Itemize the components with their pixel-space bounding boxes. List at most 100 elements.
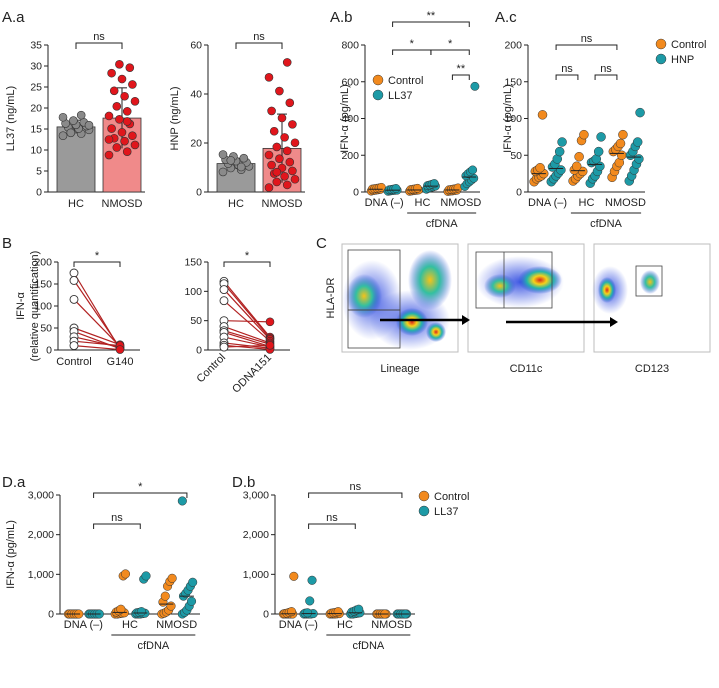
pair-line (223, 330, 271, 345)
pair-line (73, 298, 121, 347)
x-tick-label: HC (415, 197, 431, 209)
data-point-hnp (634, 154, 644, 164)
cfdna-label: cfDNA (352, 640, 384, 652)
x-tick-label: Control (56, 356, 91, 368)
data-point (112, 102, 122, 111)
data-point-control (412, 183, 422, 193)
y-tick-label: 150 (184, 257, 202, 269)
data-point (218, 150, 228, 159)
y-tick-label: 50 (190, 315, 202, 327)
data-point (275, 86, 284, 96)
data-point (115, 60, 124, 69)
y-axis-label: IFN-α (pg/mL) (339, 84, 351, 153)
data-point (107, 68, 116, 78)
arrow-head-icon (462, 315, 470, 325)
data-point (122, 107, 132, 116)
significance-bracket (235, 42, 283, 49)
significance-bracket (555, 44, 618, 50)
chart-ab-ifn-ll37: 0 200 400 600 800 IFN-α (pg/mL) DNA (–) HC NMOSD… (339, 10, 481, 230)
data-point-hnp (635, 107, 645, 118)
significance-bracket (451, 74, 470, 80)
data-point (290, 174, 300, 184)
legend-marker-ll37 (418, 505, 430, 517)
panel-label-a-a: A.a (2, 9, 25, 26)
data-point-control (69, 268, 79, 278)
significance-label: * (410, 38, 415, 50)
chart-ac-ifn-hnp: 0 50 100 150 200 IFN-α (pg/mL) DNA (–) HC NMOSD c… (502, 33, 706, 230)
data-point (66, 128, 76, 138)
x-tick-label: HC (337, 619, 353, 631)
data-point (282, 180, 292, 190)
data-point (285, 157, 295, 167)
data-point-control (69, 341, 79, 351)
density-blob (346, 274, 382, 318)
data-point (122, 117, 132, 126)
data-point (107, 124, 116, 133)
significance-label: ns (326, 512, 338, 524)
y-tick-label: 0 (196, 187, 202, 199)
significance-bracket (555, 74, 579, 80)
data-point-treated (265, 317, 275, 327)
significance-bracket (594, 74, 618, 80)
significance-bracket (75, 42, 123, 49)
pair-line (73, 345, 121, 351)
significance-label: * (245, 250, 250, 262)
y-axis-label: IFN-α (15, 291, 27, 319)
y-tick-label: 20 (30, 103, 42, 115)
panel-label-c: C (316, 235, 327, 252)
data-point (280, 133, 289, 142)
pair-line (223, 344, 271, 351)
data-point (269, 126, 279, 136)
data-point-ll37 (136, 607, 146, 617)
x-tick-label: DNA (–) (528, 197, 567, 209)
pair-line (223, 280, 271, 338)
y-tick-label: 15 (30, 124, 42, 136)
data-point (288, 120, 297, 129)
data-point-control (289, 571, 299, 581)
panel-label-b: B (2, 235, 12, 252)
y-tick-label: 2,000 (243, 529, 269, 541)
y-tick-label: 25 (30, 82, 42, 94)
x-tick-label: DNA (–) (64, 619, 103, 631)
density-blob (640, 270, 660, 294)
significance-bracket (93, 523, 141, 529)
y-tick-label: 0 (48, 609, 54, 621)
x-tick-label: NMOSD (102, 198, 143, 210)
x-tick-label: NMOSD (262, 198, 303, 210)
gate-box (635, 265, 663, 297)
x-tick-label: G140 (107, 356, 134, 368)
y-tick-label: 30 (30, 61, 42, 73)
pair-line (223, 344, 271, 348)
pair-line (223, 320, 271, 323)
arrow-head-icon (610, 317, 618, 327)
data-point-control (219, 296, 229, 306)
data-point-hnp (557, 137, 567, 147)
y-axis-label: IFN-α (pg/mL) (5, 520, 17, 589)
pair-line (73, 336, 121, 348)
significance-bracket (93, 492, 188, 498)
significance-bracket (308, 523, 356, 529)
x-tick-label: HC (579, 197, 595, 209)
data-point (239, 153, 249, 163)
significance-bracket (73, 261, 121, 267)
y-tick-label: 100 (184, 286, 202, 298)
data-point-control (615, 138, 626, 149)
data-point-control (574, 151, 584, 162)
data-point (272, 167, 282, 177)
legend-label-control: Control (388, 75, 423, 87)
significance-label: ns (561, 63, 573, 75)
y-tick-label: 100 (504, 113, 522, 125)
data-point (275, 154, 284, 163)
x-tick-label: NMOSD (605, 197, 646, 209)
y-tick-label: 1,000 (28, 569, 54, 581)
data-point (122, 147, 132, 156)
panel-label-a-b: A.b (330, 9, 353, 26)
y-tick-label: 10 (30, 145, 42, 157)
density-blob (518, 266, 562, 294)
pair-line (223, 289, 271, 340)
panel-label-d-b: D.b (232, 474, 255, 491)
chart-db-ifn: 0 1,000 2,000 3,000 DNA (–) HC NMOSD cfDNA ns ns C… (243, 481, 470, 652)
data-point (264, 73, 274, 82)
x-tick-label: HC (68, 198, 84, 210)
